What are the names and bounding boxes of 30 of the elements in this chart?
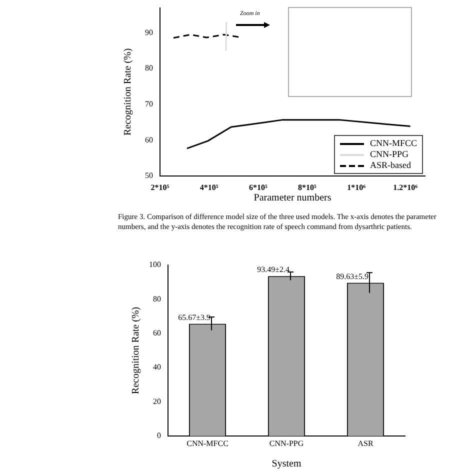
y-tick-label: 50 xyxy=(145,171,153,180)
x-tick-label: CNN-PPG xyxy=(269,438,304,448)
y-tick-label: 70 xyxy=(145,100,153,109)
x-tick-label: 6*10⁵ xyxy=(248,182,268,192)
x-tick-label: 1*10⁶ xyxy=(347,182,366,192)
x-tick-label: ASR xyxy=(358,438,374,448)
x-tick-label: 1.2*10⁶ xyxy=(393,182,418,192)
data-label: 93.49±2.4 xyxy=(257,265,290,274)
legend-label: ASR-based xyxy=(370,160,411,171)
y-tick-label: 20 xyxy=(153,396,161,406)
x-axis-title: System xyxy=(272,458,302,470)
y-tick-label: 100 xyxy=(149,260,161,270)
x-tick-label: CNN-MFCC xyxy=(186,438,228,448)
y-tick-label: 80 xyxy=(145,64,153,73)
legend-label: CNN-MFCC xyxy=(370,138,418,149)
legend-label: CNN-PPG xyxy=(370,149,409,160)
y-tick-label: 0 xyxy=(157,431,161,440)
data-label: 65.67±3.9 xyxy=(178,312,210,322)
y-tick-label: 60 xyxy=(145,135,153,144)
x-tick-label: 4*10⁵ xyxy=(200,182,219,192)
y-tick-label: 80 xyxy=(153,294,161,304)
y-axis-title: Recognition Rate (%) xyxy=(130,306,142,394)
x-tick-label: 8*10⁵ xyxy=(298,182,318,192)
y-tick-label: 90 xyxy=(145,28,153,37)
data-label: 89.63±5.9 xyxy=(336,272,368,281)
y-axis-title: Recognition Rate (%) xyxy=(122,48,134,136)
x-tick-label: 2*10⁵ xyxy=(150,182,170,192)
y-tick-label: 40 xyxy=(153,362,161,372)
y-tick-label: 60 xyxy=(153,328,161,338)
x-axis-title: Parameter numbers xyxy=(254,192,332,204)
